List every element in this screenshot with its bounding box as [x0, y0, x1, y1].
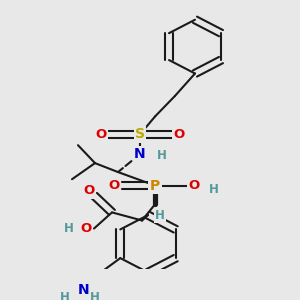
Text: O: O	[108, 179, 120, 192]
Text: O: O	[188, 179, 200, 192]
Text: H: H	[157, 149, 167, 162]
Text: H: H	[155, 209, 165, 223]
Text: H: H	[90, 291, 100, 300]
Text: O: O	[83, 184, 94, 197]
Text: H: H	[64, 222, 74, 235]
Text: O: O	[95, 128, 106, 141]
Text: H: H	[209, 183, 219, 196]
Text: O: O	[173, 128, 184, 141]
Text: N: N	[77, 284, 89, 297]
Text: H: H	[60, 291, 70, 300]
Text: N: N	[134, 147, 146, 161]
Text: P: P	[150, 178, 160, 193]
Text: S: S	[135, 128, 145, 141]
Text: O: O	[80, 222, 92, 235]
